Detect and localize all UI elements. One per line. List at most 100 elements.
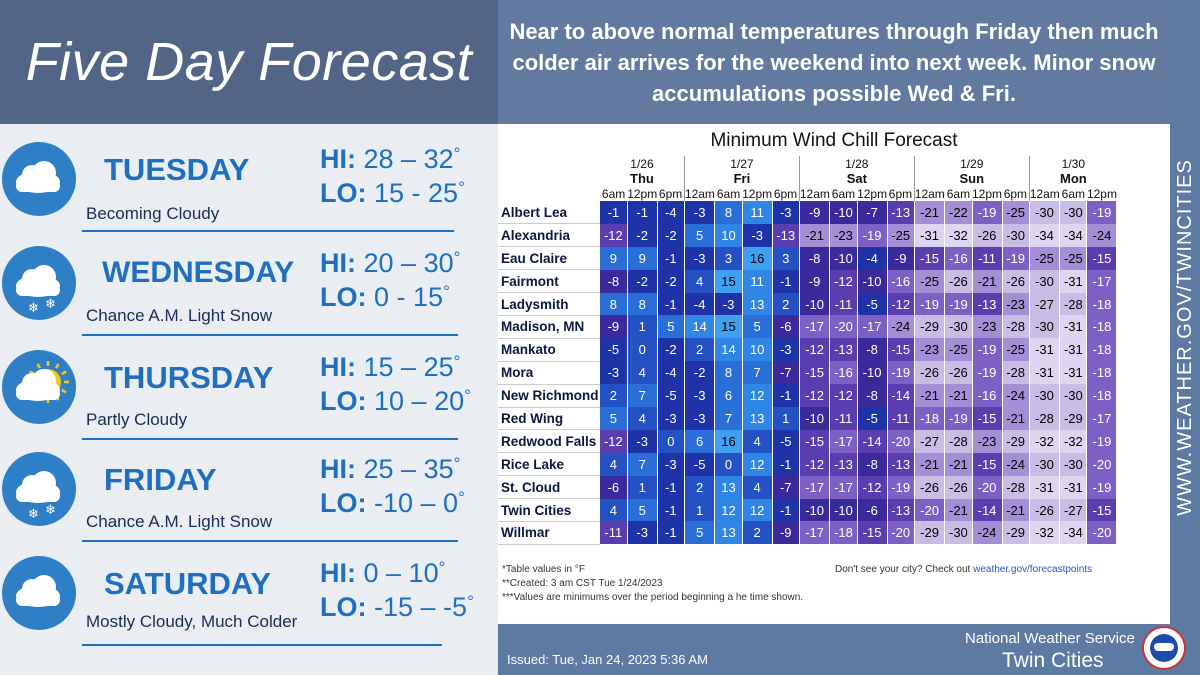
wind-chill-cell: -21 bbox=[913, 452, 946, 476]
wind-chill-cell: -19 bbox=[887, 475, 915, 499]
office-line-2: Twin Cities bbox=[1002, 649, 1104, 672]
wind-chill-cell: -14 bbox=[857, 429, 888, 453]
day-description: Becoming Cloudy bbox=[86, 204, 220, 223]
header-spacer bbox=[498, 156, 600, 171]
wind-chill-cell: -7 bbox=[772, 475, 800, 499]
wind-chill-cell: -34 bbox=[1059, 223, 1088, 247]
wind-chill-cell: -18 bbox=[913, 407, 946, 430]
table-row: Eau Claire 9 9 -1 -3 3 16 3 -8 -10 -4 -9 -15 -16 -11 -1… bbox=[498, 246, 1118, 271]
wind-chill-cell: -1 bbox=[657, 521, 685, 545]
wind-chill-cell: 12 bbox=[742, 498, 773, 522]
wind-chill-cell: -32 bbox=[944, 223, 973, 247]
day-name: SATURDAY bbox=[104, 566, 272, 601]
wind-chill-cell: -28 bbox=[944, 429, 973, 453]
time-header: 6am bbox=[1059, 186, 1087, 201]
wind-chill-cell: -30 bbox=[1059, 201, 1088, 224]
time-header: 12am bbox=[798, 186, 830, 201]
weekday-header: Thu bbox=[600, 171, 685, 186]
wind-chill-cell: 5 bbox=[627, 498, 658, 522]
wind-chill-cell: 2 bbox=[772, 292, 800, 316]
forecast-points-link[interactable]: weather.gov/forecastpoints bbox=[973, 564, 1093, 575]
svg-text:❄: ❄ bbox=[28, 301, 39, 316]
high-temp: HI: 25 – 35° bbox=[320, 454, 461, 484]
wind-chill-cell: -12 bbox=[600, 223, 628, 247]
wind-chill-cell: -15 bbox=[1086, 246, 1118, 270]
wind-chill-cell: -31 bbox=[1059, 269, 1088, 293]
wind-chill-cell: -15 bbox=[913, 246, 946, 270]
date-header: 1/28 bbox=[798, 156, 915, 171]
city-label: St. Cloud bbox=[498, 475, 600, 500]
time-header: 12pm bbox=[627, 186, 658, 201]
wind-chill-cell: 3 bbox=[772, 246, 800, 270]
wind-chill-cell: 1 bbox=[772, 407, 800, 430]
wind-chill-cell: -19 bbox=[1086, 475, 1118, 499]
wind-chill-cell: -3 bbox=[600, 361, 628, 385]
day-name: WEDNESDAY bbox=[102, 256, 295, 289]
wind-chill-cell: -4 bbox=[683, 292, 716, 316]
wind-chill-cell: -1 bbox=[772, 384, 800, 408]
wind-chill-cell: 8 bbox=[714, 361, 743, 385]
wind-chill-cell: -20 bbox=[887, 521, 915, 545]
wind-chill-cell: -28 bbox=[1002, 361, 1030, 385]
wind-chill-cell: -11 bbox=[972, 246, 1003, 270]
time-header: 12am bbox=[1028, 186, 1060, 201]
wind-chill-cell: 11 bbox=[742, 269, 773, 293]
wind-chill-cell: -18 bbox=[1086, 384, 1118, 408]
svg-text:❄: ❄ bbox=[28, 507, 39, 522]
wind-chill-cell: -23 bbox=[972, 429, 1003, 453]
wind-chill-cell: -9 bbox=[600, 315, 628, 339]
wind-chill-cell: -11 bbox=[829, 407, 858, 430]
wind-chill-cell: -3 bbox=[683, 384, 716, 408]
table-row: Twin Cities 4 5 -1 1 12 12 -1 -10 -10 -6 -13 -20 -21-… bbox=[498, 498, 1118, 522]
day-row-wednesday: ❄ ❄ WEDNESDAY Chance A.M. Light Snow HI: 20 … bbox=[0, 240, 498, 342]
wind-chill-cell: -18 bbox=[1086, 292, 1118, 316]
table-row: St. Cloud -6 1 -1 2 13 4 -7 -17 -17 -12 -19 -26 -26 -2… bbox=[498, 475, 1118, 500]
wind-chill-cell: -17 bbox=[1086, 269, 1118, 293]
sidebar-url-strip[interactable]: WWW.WEATHER.GOV/TWINCITIES bbox=[1170, 0, 1200, 675]
wind-chill-cell: -8 bbox=[857, 452, 888, 476]
wind-chill-cell: -21 bbox=[913, 201, 946, 224]
wind-chill-cell: -15 bbox=[857, 521, 888, 545]
sidebar-url[interactable]: WWW.WEATHER.GOV/TWINCITIES bbox=[1173, 159, 1196, 516]
wind-chill-cell: -31 bbox=[1059, 315, 1088, 339]
wind-chill-cell: 1 bbox=[683, 498, 716, 522]
wind-chill-cell: -24 bbox=[1002, 384, 1030, 408]
table-row: Willmar -11 -3 -1 5 13 2 -9 -17 -18 -15 -20 -29 -30 -2… bbox=[498, 521, 1118, 545]
header-spacer bbox=[498, 186, 600, 201]
wind-chill-cell: 5 bbox=[600, 407, 628, 430]
row-divider bbox=[82, 230, 454, 232]
time-header: 12pm bbox=[742, 186, 773, 201]
table-row: Redwood Falls -12 -3 0 6 16 4 -5 -15 -17 -14 -20 -27… bbox=[498, 429, 1118, 454]
wind-chill-cell: 13 bbox=[714, 475, 743, 499]
city-label: Red Wing bbox=[498, 407, 600, 431]
wind-chill-cell: -30 bbox=[1028, 384, 1061, 408]
issued-timestamp: Issued: Tue, Jan 24, 2023 5:36 AM bbox=[507, 652, 708, 667]
time-header: 6am bbox=[600, 186, 628, 201]
wind-chill-cell: -10 bbox=[829, 201, 858, 224]
wind-chill-cell: -5 bbox=[600, 338, 628, 362]
wind-chill-cell: 10 bbox=[742, 338, 773, 362]
city-label: Rice Lake bbox=[498, 452, 600, 477]
wind-chill-cell: -19 bbox=[972, 361, 1003, 385]
wind-chill-cell: -19 bbox=[1002, 246, 1030, 270]
wind-chill-cell: 11 bbox=[742, 201, 773, 224]
wind-chill-cell: -16 bbox=[887, 269, 915, 293]
wind-chill-cell: -28 bbox=[1028, 407, 1061, 430]
wind-chill-cell: -27 bbox=[913, 429, 946, 453]
wind-chill-cell: -32 bbox=[1028, 521, 1061, 545]
wind-chill-cell: -27 bbox=[1059, 498, 1088, 522]
day-row-thursday: THURSDAY Partly Cloudy HI: 15 – 25° LO: 10 … bbox=[0, 344, 498, 446]
wind-chill-cell: 2 bbox=[600, 384, 628, 408]
wind-chill-cell: 16 bbox=[714, 429, 743, 453]
wind-chill-cell: 5 bbox=[683, 223, 716, 247]
wind-chill-cell: -11 bbox=[600, 521, 628, 545]
wind-chill-cell: -3 bbox=[683, 201, 716, 224]
table-row: Rice Lake 4 7 -3 -5 0 12 -1 -12 -13 -8 -13 -21 -21 -15… bbox=[498, 452, 1118, 477]
day-row-tuesday: TUESDAY Becoming Cloudy HI: 28 – 32° LO: 15… bbox=[0, 136, 498, 238]
wind-chill-cell: -18 bbox=[1086, 361, 1118, 385]
wind-chill-cell: -32 bbox=[1028, 429, 1061, 453]
wind-chill-cell: -15 bbox=[887, 338, 915, 362]
wind-chill-cell: 4 bbox=[683, 269, 716, 293]
wind-chill-cell: -10 bbox=[798, 498, 831, 522]
city-label: Mankato bbox=[498, 338, 600, 362]
